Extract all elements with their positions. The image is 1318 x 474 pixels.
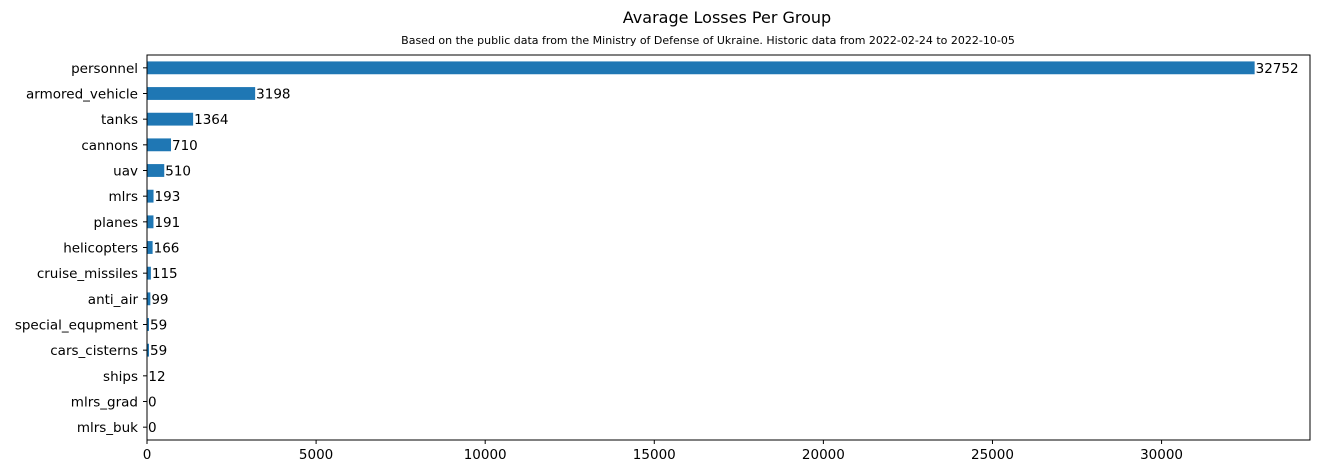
category-label: anti_air (88, 292, 139, 308)
bars-group (147, 61, 1255, 383)
data-label: 115 (152, 266, 178, 282)
bar-anti-air (147, 292, 151, 306)
category-label: armored_vehicle (26, 87, 138, 103)
data-label: 710 (172, 138, 198, 154)
category-label: cannons (81, 138, 138, 154)
category-label: mlrs_grad (71, 395, 138, 411)
category-label: special_equpment (15, 318, 138, 334)
x-tick-label: 10000 (464, 447, 507, 463)
bar-uav (147, 164, 165, 177)
data-label: 166 (154, 241, 180, 257)
x-tick-label: 5000 (299, 447, 333, 463)
data-label: 0 (148, 395, 157, 411)
x-tick-label: 20000 (802, 447, 845, 463)
category-label: mlrs (109, 189, 139, 205)
x-tick-label: 25000 (971, 447, 1014, 463)
bar-cars-cisterns (147, 343, 149, 357)
x-tick-label: 30000 (1140, 447, 1183, 463)
data-labels: 32752 3198 1364 710 510 193 191 166 115 99 59 59 12 0… (148, 61, 1299, 436)
bar-cruise-missiles (147, 266, 151, 280)
bar-mlrs (147, 189, 154, 203)
category-label: helicopters (63, 241, 138, 257)
x-axis-ticks: 0 5000 10000 15000 20000 25000 30000 (143, 440, 1183, 463)
chart-title: Avarage Losses Per Group (623, 8, 831, 27)
category-label: cruise_missiles (37, 266, 138, 282)
bar-cannons (147, 138, 172, 152)
category-label: mlrs_buk (77, 420, 138, 436)
category-label: uav (113, 164, 138, 180)
chart-subtitle: Based on the public data from the Minist… (401, 34, 1015, 47)
data-label: 193 (155, 189, 181, 205)
bar-helicopters (147, 241, 153, 254)
category-label: cars_cisterns (50, 343, 138, 359)
data-label: 59 (150, 343, 167, 359)
data-label: 1364 (194, 112, 228, 128)
data-label: 99 (151, 292, 168, 308)
data-label: 32752 (1256, 61, 1299, 77)
data-label: 12 (148, 369, 165, 385)
bar-armored-vehicle (147, 87, 256, 100)
data-label: 3198 (256, 87, 290, 103)
category-label: personnel (71, 61, 138, 77)
category-label: planes (94, 215, 139, 231)
bar-planes (147, 215, 154, 229)
bar-personnel (147, 61, 1255, 75)
x-tick-label: 15000 (633, 447, 676, 463)
x-tick-label: 0 (143, 447, 152, 463)
category-label: tanks (101, 112, 138, 128)
data-label: 510 (165, 164, 191, 180)
bar-special-equpment (147, 318, 149, 331)
bar-tanks (147, 112, 194, 126)
category-label: ships (103, 369, 138, 385)
data-label: 191 (154, 215, 180, 231)
data-label: 59 (150, 318, 167, 334)
plot-frame (146, 54, 1311, 441)
data-label: 0 (148, 420, 157, 436)
